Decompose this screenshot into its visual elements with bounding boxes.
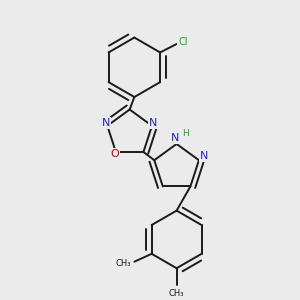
Text: H: H xyxy=(183,129,189,138)
Text: N: N xyxy=(200,152,209,161)
Text: Cl: Cl xyxy=(178,37,188,47)
Text: N: N xyxy=(102,118,110,128)
Text: N: N xyxy=(171,133,179,143)
Text: CH₃: CH₃ xyxy=(169,289,184,298)
Text: CH₃: CH₃ xyxy=(115,259,131,268)
Text: N: N xyxy=(149,118,158,128)
Text: O: O xyxy=(110,148,119,159)
